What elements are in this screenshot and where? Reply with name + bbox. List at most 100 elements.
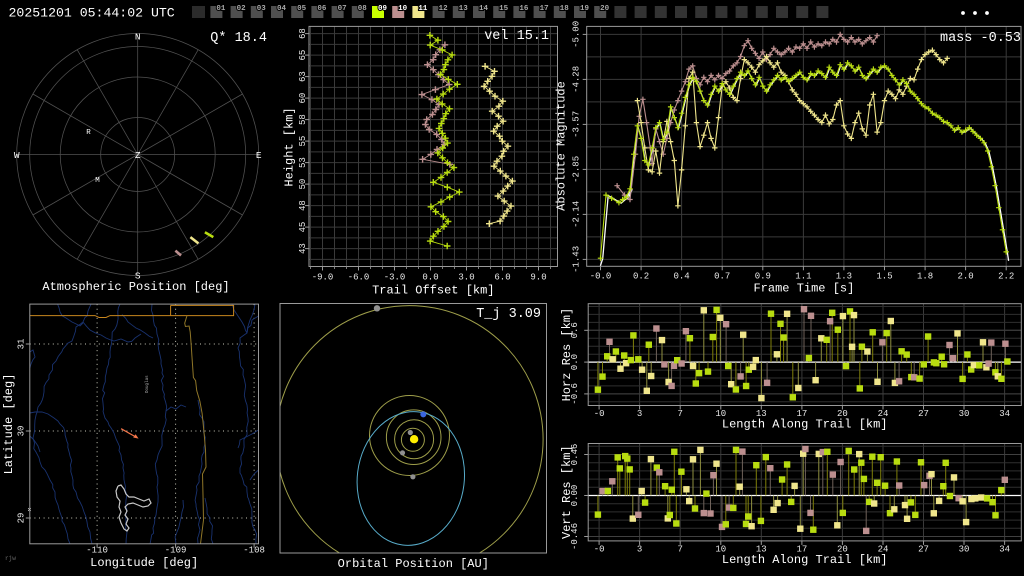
svg-text:30: 30 (959, 544, 970, 554)
svg-text:-2.14: -2.14 (572, 201, 582, 228)
svg-text:0.0: 0.0 (570, 354, 580, 370)
svg-text:-0.46: -0.46 (570, 523, 580, 550)
svg-text:9.0: 9.0 (530, 273, 546, 283)
svg-text:Length Along Trail [km]: Length Along Trail [km] (722, 418, 888, 432)
svg-text:Longitude [deg]: Longitude [deg] (90, 556, 198, 570)
svg-text:17: 17 (796, 544, 807, 554)
svg-text:20: 20 (600, 5, 610, 13)
svg-text:11: 11 (418, 5, 428, 13)
svg-text:12: 12 (439, 5, 449, 13)
svg-text:mass -0.53: mass -0.53 (940, 31, 1021, 46)
svg-text:Horz Res [km]: Horz Res [km] (560, 308, 574, 402)
svg-text:-0: -0 (594, 409, 605, 419)
svg-text:1.8: 1.8 (917, 272, 933, 282)
svg-text:31: 31 (17, 339, 27, 350)
svg-text:53: 53 (298, 157, 308, 168)
svg-text:Vert Res [km]: Vert Res [km] (560, 445, 574, 539)
svg-text:N: N (135, 31, 141, 42)
svg-text:Height [km]: Height [km] (283, 107, 297, 186)
svg-text:-108: -108 (243, 546, 265, 556)
svg-text:Length Along Trail [km]: Length Along Trail [km] (722, 553, 888, 567)
svg-text:S: S (135, 270, 141, 281)
svg-text:48: 48 (298, 200, 308, 211)
svg-text:1.1: 1.1 (795, 272, 811, 282)
svg-text:Frame Time [s]: Frame Time [s] (753, 282, 854, 296)
svg-text:13: 13 (756, 544, 767, 554)
svg-text:-1.43: -1.43 (572, 246, 582, 273)
svg-text:34: 34 (999, 409, 1010, 419)
svg-text:10: 10 (715, 409, 726, 419)
svg-text:0.46: 0.46 (570, 444, 580, 466)
svg-text:-110: -110 (86, 546, 108, 556)
svg-text:09: 09 (378, 5, 388, 13)
svg-text:27: 27 (918, 544, 929, 554)
svg-text:Z: Z (135, 150, 141, 161)
svg-text:Douglas: Douglas (145, 375, 150, 393)
svg-text:18: 18 (560, 5, 570, 13)
svg-text:08: 08 (358, 5, 368, 13)
svg-text:20251201 05:44:02 UTC: 20251201 05:44:02 UTC (9, 6, 175, 21)
svg-text:04: 04 (277, 5, 287, 13)
svg-text:3: 3 (637, 409, 642, 419)
svg-text:50: 50 (298, 179, 308, 190)
svg-text:63: 63 (298, 71, 308, 82)
svg-text:0.4: 0.4 (673, 272, 689, 282)
svg-text:20: 20 (837, 409, 848, 419)
svg-text:W: W (14, 150, 20, 161)
svg-text:Absolute Magnitude: Absolute Magnitude (555, 81, 569, 211)
svg-text:Atmospheric Position [deg]: Atmospheric Position [deg] (42, 280, 229, 294)
svg-text:0.00: 0.00 (570, 485, 580, 507)
svg-text:R: R (86, 129, 91, 137)
svg-text:0.2: 0.2 (633, 272, 649, 282)
svg-text:M: M (95, 177, 100, 185)
svg-text:rjw: rjw (5, 555, 16, 562)
svg-text:10: 10 (715, 544, 726, 554)
svg-text:-0: -0 (594, 544, 605, 554)
svg-text:1.5: 1.5 (876, 272, 892, 282)
svg-text:Q* 18.4: Q* 18.4 (210, 31, 267, 46)
svg-text:65: 65 (298, 50, 308, 61)
svg-text:14: 14 (479, 5, 489, 13)
svg-text:-0.0: -0.0 (590, 272, 612, 282)
svg-text:3: 3 (637, 544, 642, 554)
svg-text:0.7: 0.7 (714, 272, 730, 282)
svg-text:29: 29 (17, 513, 27, 524)
svg-text:17: 17 (796, 409, 807, 419)
svg-text:3.0: 3.0 (458, 273, 474, 283)
svg-text:45: 45 (298, 222, 308, 233)
svg-text:16: 16 (519, 5, 529, 13)
svg-text:0.6: 0.6 (570, 322, 580, 338)
svg-text:-0.6: -0.6 (570, 383, 580, 405)
svg-text:-2.85: -2.85 (572, 156, 582, 183)
svg-text:-3.0: -3.0 (384, 273, 406, 283)
svg-text:Trail Offset [km]: Trail Offset [km] (372, 284, 494, 298)
svg-text:6.0: 6.0 (494, 273, 510, 283)
svg-text:-6.0: -6.0 (348, 273, 370, 283)
svg-text:Orbital Position [AU]: Orbital Position [AU] (338, 557, 489, 571)
svg-text:13: 13 (459, 5, 469, 13)
svg-text:19: 19 (580, 5, 590, 13)
svg-text:34: 34 (999, 544, 1010, 554)
svg-text:07: 07 (338, 5, 347, 13)
svg-text:27: 27 (918, 409, 929, 419)
svg-text:-5.00: -5.00 (572, 21, 582, 48)
svg-text:vel 15.1: vel 15.1 (484, 29, 549, 44)
svg-text:7: 7 (677, 544, 682, 554)
svg-text:1.3: 1.3 (836, 272, 852, 282)
svg-text:2.2: 2.2 (998, 272, 1014, 282)
svg-text:24: 24 (878, 544, 889, 554)
svg-text:06: 06 (317, 5, 327, 13)
svg-text:30: 30 (17, 426, 27, 437)
svg-text:7: 7 (677, 409, 682, 419)
svg-text:2.0: 2.0 (957, 272, 973, 282)
svg-text:43: 43 (298, 243, 308, 254)
svg-text:24: 24 (878, 409, 889, 419)
svg-text:03: 03 (257, 5, 267, 13)
svg-text:30: 30 (959, 409, 970, 419)
svg-text:13: 13 (756, 409, 767, 419)
svg-text:0.9: 0.9 (755, 272, 771, 282)
svg-text:15: 15 (499, 5, 509, 13)
svg-text:02: 02 (237, 5, 247, 13)
svg-text:-9.0: -9.0 (312, 273, 334, 283)
svg-text:58: 58 (298, 114, 308, 125)
